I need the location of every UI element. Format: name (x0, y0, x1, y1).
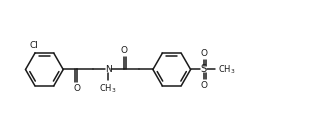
Text: Cl: Cl (29, 41, 38, 50)
Text: O: O (200, 49, 207, 58)
Text: O: O (74, 84, 81, 93)
Text: CH$_3$: CH$_3$ (99, 82, 117, 95)
Text: S: S (201, 65, 207, 75)
Text: N: N (105, 65, 112, 74)
Text: O: O (120, 46, 127, 55)
Text: O: O (200, 81, 207, 90)
Text: CH$_3$: CH$_3$ (218, 63, 235, 76)
